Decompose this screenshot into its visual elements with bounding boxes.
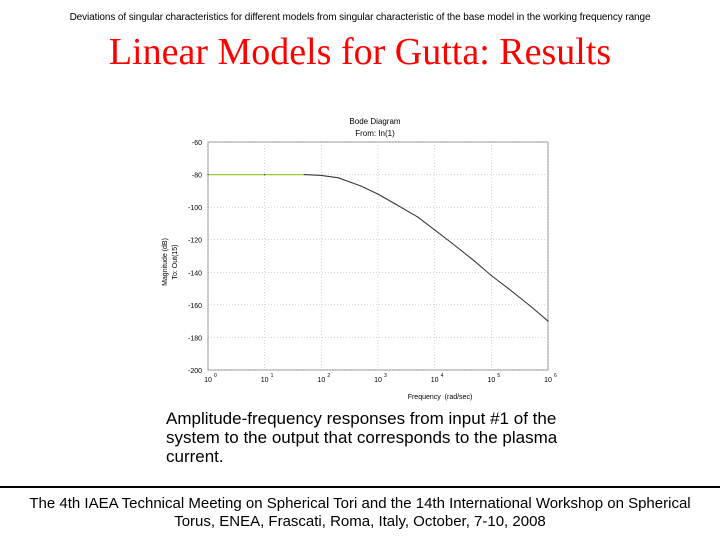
x-tick-exponent: 4 [441,373,444,379]
slide-title: Linear Models for Gutta: Results [108,31,612,73]
y-tick-label: -60 [192,140,202,147]
y-tick-label: -160 [188,303,202,310]
figure-caption: Amplitude-frequency responses from input… [166,409,558,466]
series-point [530,305,532,308]
series-point [434,229,436,231]
x-tick-label: 10 [204,377,212,384]
x-tick-exponent: 0 [214,373,217,379]
footer-text: The 4th IAEA Technical Meeting on Spheri… [29,495,691,530]
top-caption: Deviations of singular characteristics f… [69,12,651,23]
x-tick-exponent: 3 [384,373,387,379]
x-tick-label: 10 [431,377,439,384]
x-tick-label: 10 [487,377,495,384]
x-tick-label: 10 [374,377,382,384]
y-tick-label: -200 [188,368,202,375]
series-point [377,193,379,195]
series-point [337,177,339,179]
series-point [394,203,396,205]
y-axis-label: Magnitude (dB) [162,238,169,286]
y-tick-label: -80 [192,173,202,180]
series-point [451,242,453,244]
x-tick-exponent: 1 [271,373,274,379]
series-point [207,174,209,176]
series-point [507,288,509,290]
series-point [490,274,492,277]
y-tick-label: -180 [188,335,202,342]
series-point [547,320,549,322]
x-tick-exponent: 2 [327,373,330,379]
series-point [320,174,322,176]
chart-title: Bode Diagram [349,117,400,126]
y-tick-label: -100 [188,205,202,212]
y-axis-label-output: To: Out(15) [172,244,179,279]
y-tick-label: -120 [188,238,202,245]
bode-chart-svg: Bode Diagram From: In(1) Magnitude (dB) … [162,117,557,401]
x-tick-label: 10 [544,377,552,384]
bode-chart: Bode Diagram From: In(1) Magnitude (dB) … [150,112,570,407]
y-tick-label: -140 [188,270,202,277]
x-tick-exponent: 6 [554,373,557,379]
x-tick-label: 10 [261,377,269,384]
series-line [304,174,549,322]
x-axis-label: Frequency (rad/sec) [408,394,473,401]
footer-divider [0,486,720,488]
x-tick-exponent: 5 [497,373,500,379]
x-tick-label: 10 [317,377,325,384]
series-point [473,260,475,262]
series-point [264,174,266,176]
series-point [417,216,419,218]
chart-subtitle: From: In(1) [355,129,395,138]
series-point [360,185,362,187]
series-point [303,174,305,176]
